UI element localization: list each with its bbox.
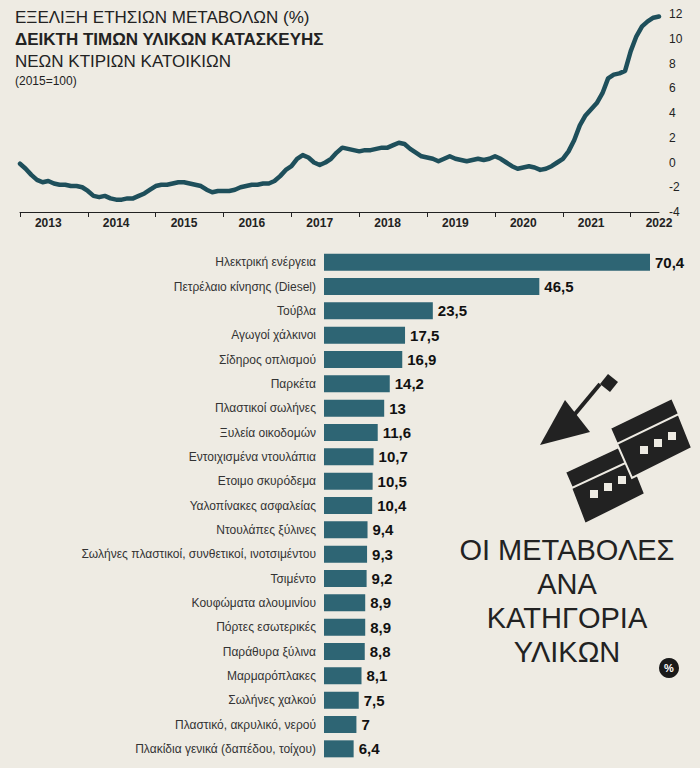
- svg-text:Ετοιμο σκυρόδεμα: Ετοιμο σκυρόδεμα: [218, 474, 316, 488]
- svg-text:%: %: [664, 662, 674, 674]
- svg-text:11,6: 11,6: [383, 424, 411, 441]
- svg-text:Αγωγοί χάλκινοι: Αγωγοί χάλκινοι: [231, 328, 316, 342]
- svg-text:Τούβλα: Τούβλα: [277, 304, 316, 318]
- svg-text:0: 0: [669, 156, 676, 170]
- svg-text:Εντοιχισμένα ντουλάπια: Εντοιχισμένα ντουλάπια: [189, 450, 316, 464]
- svg-text:9,4: 9,4: [373, 521, 395, 538]
- svg-text:Παράθυρα ξύλινα: Παράθυρα ξύλινα: [223, 645, 316, 659]
- svg-text:ΔΕΙΚΤΗ ΤΙΜΩΝ ΥΛΙΚΩΝ ΚΑΤΑΣΚΕΥΗΣ: ΔΕΙΚΤΗ ΤΙΜΩΝ ΥΛΙΚΩΝ ΚΑΤΑΣΚΕΥΗΣ: [15, 30, 323, 49]
- svg-text:Ξυλεία οικοδομών: Ξυλεία οικοδομών: [220, 426, 316, 440]
- svg-text:70,4: 70,4: [655, 254, 685, 271]
- svg-text:10,4: 10,4: [377, 497, 407, 514]
- svg-text:13: 13: [389, 400, 406, 417]
- svg-text:ΚΑΤΗΓΟΡΙΑ: ΚΑΤΗΓΟΡΙΑ: [487, 602, 648, 634]
- svg-text:2014: 2014: [103, 216, 130, 230]
- svg-text:12: 12: [669, 7, 683, 21]
- svg-text:16,9: 16,9: [407, 351, 436, 368]
- svg-text:Πλακίδια γενικά (δαπέδου, τοίχ: Πλακίδια γενικά (δαπέδου, τοίχου): [135, 742, 316, 756]
- svg-text:23,5: 23,5: [438, 302, 467, 319]
- svg-text:Σωλήνες πλαστικοί, συνθετικοί,: Σωλήνες πλαστικοί, συνθετικοί, ινοτσιμέν…: [81, 547, 316, 561]
- svg-text:2015: 2015: [171, 216, 198, 230]
- svg-text:-4: -4: [669, 205, 680, 219]
- svg-text:10,7: 10,7: [379, 448, 408, 465]
- svg-text:8: 8: [669, 57, 676, 71]
- svg-text:Ντουλάπες ξύλινες: Ντουλάπες ξύλινες: [216, 523, 316, 537]
- svg-text:Τσιμέντο: Τσιμέντο: [270, 572, 316, 586]
- svg-text:8,9: 8,9: [370, 594, 391, 611]
- svg-text:2021: 2021: [578, 216, 605, 230]
- svg-text:7,5: 7,5: [364, 692, 385, 709]
- svg-text:8,1: 8,1: [367, 667, 388, 684]
- svg-text:14,2: 14,2: [395, 375, 424, 392]
- svg-text:(2015=100): (2015=100): [15, 74, 77, 88]
- svg-text:2: 2: [669, 131, 676, 145]
- svg-text:Πετρέλαιο κίνησης (Diesel): Πετρέλαιο κίνησης (Diesel): [174, 280, 316, 294]
- svg-text:10,5: 10,5: [378, 473, 407, 490]
- svg-text:6,4: 6,4: [359, 740, 381, 757]
- svg-text:46,5: 46,5: [544, 278, 573, 295]
- svg-text:2018: 2018: [374, 216, 401, 230]
- svg-text:Πλαστικό, ακρυλικό, νερού: Πλαστικό, ακρυλικό, νερού: [175, 718, 316, 732]
- svg-text:Παρκέτα: Παρκέτα: [271, 377, 316, 391]
- svg-text:10: 10: [669, 32, 683, 46]
- svg-text:Σωλήνες χαλκού: Σωλήνες χαλκού: [228, 693, 316, 707]
- svg-text:2013: 2013: [35, 216, 62, 230]
- svg-text:Πόρτες εσωτερικές: Πόρτες εσωτερικές: [216, 620, 316, 634]
- svg-text:ΑΝΑ: ΑΝΑ: [537, 568, 597, 600]
- svg-text:ΥΛΙΚΩΝ: ΥΛΙΚΩΝ: [514, 636, 621, 668]
- svg-text:ΕΞΕΛΙΞΗ ΕΤΗΣΙΩΝ ΜΕΤΑΒΟΛΩΝ (%): ΕΞΕΛΙΞΗ ΕΤΗΣΙΩΝ ΜΕΤΑΒΟΛΩΝ (%): [15, 8, 310, 27]
- svg-text:9,3: 9,3: [372, 546, 393, 563]
- svg-text:ΝΕΩΝ ΚΤΙΡΙΩΝ ΚΑΤΟΙΚΙΩΝ: ΝΕΩΝ ΚΤΙΡΙΩΝ ΚΑΤΟΙΚΙΩΝ: [15, 52, 231, 71]
- svg-text:Υαλοπίνακες ασφαλείας: Υαλοπίνακες ασφαλείας: [190, 499, 317, 513]
- svg-text:Σίδηρος οπλισμού: Σίδηρος οπλισμού: [219, 353, 316, 367]
- svg-text:2019: 2019: [442, 216, 469, 230]
- svg-text:9,2: 9,2: [372, 570, 393, 587]
- svg-text:7: 7: [361, 716, 369, 733]
- svg-text:Μαρμαρόπλακες: Μαρμαρόπλακες: [227, 669, 316, 683]
- svg-text:17,5: 17,5: [410, 327, 439, 344]
- svg-text:-2: -2: [669, 180, 680, 194]
- svg-text:2016: 2016: [238, 216, 265, 230]
- svg-text:2020: 2020: [510, 216, 537, 230]
- svg-text:6: 6: [669, 81, 676, 95]
- svg-text:ΟΙ ΜΕΤΑΒΟΛΕΣ: ΟΙ ΜΕΤΑΒΟΛΕΣ: [459, 534, 674, 566]
- svg-text:4: 4: [669, 106, 676, 120]
- svg-text:Ηλεκτρική ενέργεια: Ηλεκτρική ενέργεια: [215, 255, 316, 269]
- svg-text:8,9: 8,9: [370, 619, 391, 636]
- svg-text:Κουφώματα αλουμινίου: Κουφώματα αλουμινίου: [192, 596, 316, 610]
- svg-text:2022: 2022: [646, 216, 673, 230]
- svg-text:8,8: 8,8: [370, 643, 391, 660]
- svg-text:Πλαστικοί σωλήνες: Πλαστικοί σωλήνες: [215, 401, 316, 415]
- svg-text:2017: 2017: [306, 216, 333, 230]
